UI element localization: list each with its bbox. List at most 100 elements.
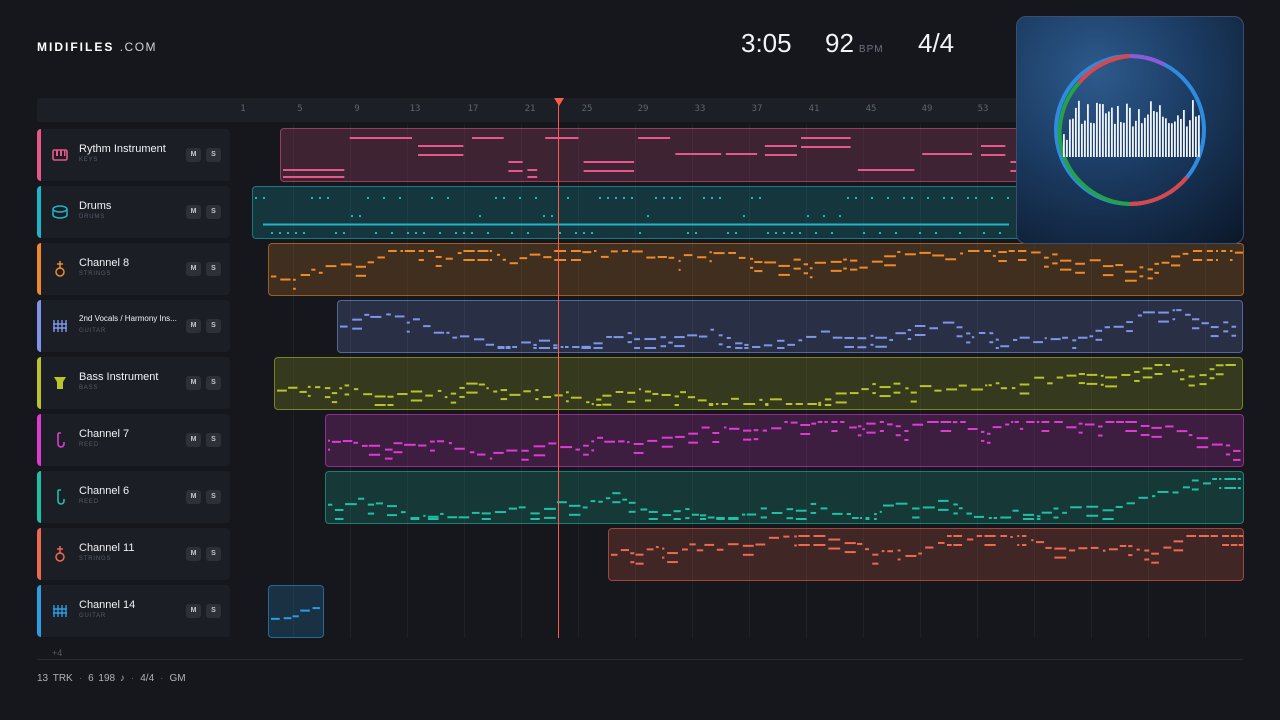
brand-logo[interactable]: MIDIFILES .COM (37, 40, 157, 54)
track-color-bar (37, 528, 41, 580)
solo-button[interactable]: S (206, 433, 221, 447)
note-pattern (340, 309, 1237, 349)
note-pattern (328, 421, 1241, 461)
track-header-4[interactable]: 2nd Vocals / Harmony Ins... GUITAR M S (37, 300, 230, 352)
midi-clip-4[interactable] (337, 300, 1243, 353)
grid-line (1205, 124, 1206, 638)
tempo-display[interactable]: 92 BPM (825, 28, 884, 59)
track-header-3[interactable]: Channel 8 STRINGS M S (37, 243, 230, 295)
track-type: BASS (79, 385, 99, 391)
note-pattern (611, 535, 1243, 565)
grid-line (1034, 124, 1035, 638)
midi-clip-5[interactable] (274, 357, 1243, 410)
piano-icon (51, 146, 69, 164)
track-name[interactable]: Channel 14 (79, 599, 136, 611)
playhead-handle[interactable] (554, 98, 564, 106)
midi-clip-9[interactable] (268, 585, 324, 638)
solo-button[interactable]: S (206, 262, 221, 276)
solo-button[interactable]: S (206, 205, 221, 219)
track-color-bar (37, 414, 41, 466)
track-name[interactable]: Bass Instrument (79, 371, 159, 383)
track-color-bar (37, 471, 41, 523)
mute-button[interactable]: M (186, 433, 201, 447)
track-color-bar (37, 300, 41, 352)
mute-button[interactable]: M (186, 376, 201, 390)
grid-line (578, 124, 579, 638)
track-header-2[interactable]: Drums DRUMS M S (37, 186, 230, 238)
midi-clip-1[interactable] (280, 128, 1022, 182)
ruler-tick: 25 (581, 104, 593, 114)
mute-button[interactable]: M (186, 205, 201, 219)
spectrum-bars (1063, 100, 1200, 157)
track-header-8[interactable]: Channel 11 STRINGS M S (37, 528, 230, 580)
mute-button[interactable]: M (186, 547, 201, 561)
note-pattern (328, 478, 1241, 520)
mute-button[interactable]: M (186, 148, 201, 162)
status-track-count: 13 TRK (37, 673, 73, 684)
drum-icon (51, 203, 69, 221)
track-color-bar (37, 585, 41, 637)
track-color-bar (37, 357, 41, 409)
mute-button[interactable]: M (186, 604, 201, 618)
ruler-tick: 49 (921, 104, 933, 114)
violin-icon (51, 260, 69, 278)
track-name[interactable]: Channel 7 (79, 428, 130, 440)
track-name[interactable]: Drums (79, 200, 112, 212)
status-note-count: 6 198 ♪ (88, 673, 125, 684)
track-name[interactable]: Channel 11 (79, 542, 135, 554)
mute-button[interactable]: M (186, 319, 201, 333)
track-name[interactable]: Rythm Instrument (79, 143, 166, 155)
ruler-tick: 29 (637, 104, 649, 114)
grid-line (920, 124, 921, 638)
visualizer-ring (1054, 54, 1206, 206)
track-name[interactable]: Channel 6 (79, 485, 130, 497)
grid-line (1148, 124, 1149, 638)
more-tracks-indicator[interactable]: +4 (52, 648, 63, 658)
track-type: REED (79, 499, 99, 505)
solo-button[interactable]: S (206, 490, 221, 504)
grid-line (863, 124, 864, 638)
grid-line (407, 124, 408, 638)
track-type: STRINGS (79, 556, 112, 562)
violin-icon (51, 545, 69, 563)
track-name[interactable]: Channel 8 (79, 257, 130, 269)
midi-clip-6[interactable] (325, 414, 1244, 467)
grid-line (1091, 124, 1092, 638)
note-pattern (271, 607, 320, 620)
grid-line (749, 124, 750, 638)
track-color-bar (37, 243, 41, 295)
track-header-6[interactable]: Channel 7 REED M S (37, 414, 230, 466)
grid-line (692, 124, 693, 638)
track-header-1[interactable]: Rythm Instrument KEYS M S (37, 129, 230, 181)
brand-suffix: .COM (119, 40, 158, 54)
playhead[interactable] (558, 104, 559, 638)
midi-clip-7[interactable] (325, 471, 1244, 524)
track-type: GUITAR (79, 328, 107, 334)
ruler-tick: 53 (977, 104, 989, 114)
status-time-signature: 4/4 (140, 673, 155, 684)
track-type: KEYS (79, 157, 99, 163)
track-header-9[interactable]: Channel 14 GUITAR M S (37, 585, 230, 637)
mute-button[interactable]: M (186, 490, 201, 504)
note-pattern (283, 137, 1021, 178)
solo-button[interactable]: S (206, 376, 221, 390)
track-header-7[interactable]: Channel 6 REED M S (37, 471, 230, 523)
reed-icon (51, 431, 69, 449)
track-header-5[interactable]: Bass Instrument BASS M S (37, 357, 230, 409)
status-bar: 13 TRK · 6 198 ♪ · 4/4 · GM (37, 673, 186, 684)
ruler-tick: 17 (467, 104, 479, 114)
solo-button[interactable]: S (206, 604, 221, 618)
solo-button[interactable]: S (206, 547, 221, 561)
status-midi-standard: GM (169, 673, 186, 684)
track-name[interactable]: 2nd Vocals / Harmony Ins... (79, 314, 177, 323)
midi-clip-8[interactable] (608, 528, 1244, 581)
solo-button[interactable]: S (206, 319, 221, 333)
mute-button[interactable]: M (186, 262, 201, 276)
ruler-tick: 21 (524, 104, 536, 114)
midi-clip-3[interactable] (268, 243, 1244, 296)
midi-clip-2[interactable] (252, 186, 1020, 239)
time-signature-display[interactable]: 4/4 (918, 28, 955, 58)
grid-line (635, 124, 636, 638)
solo-button[interactable]: S (206, 148, 221, 162)
ruler-tick: 45 (865, 104, 877, 114)
